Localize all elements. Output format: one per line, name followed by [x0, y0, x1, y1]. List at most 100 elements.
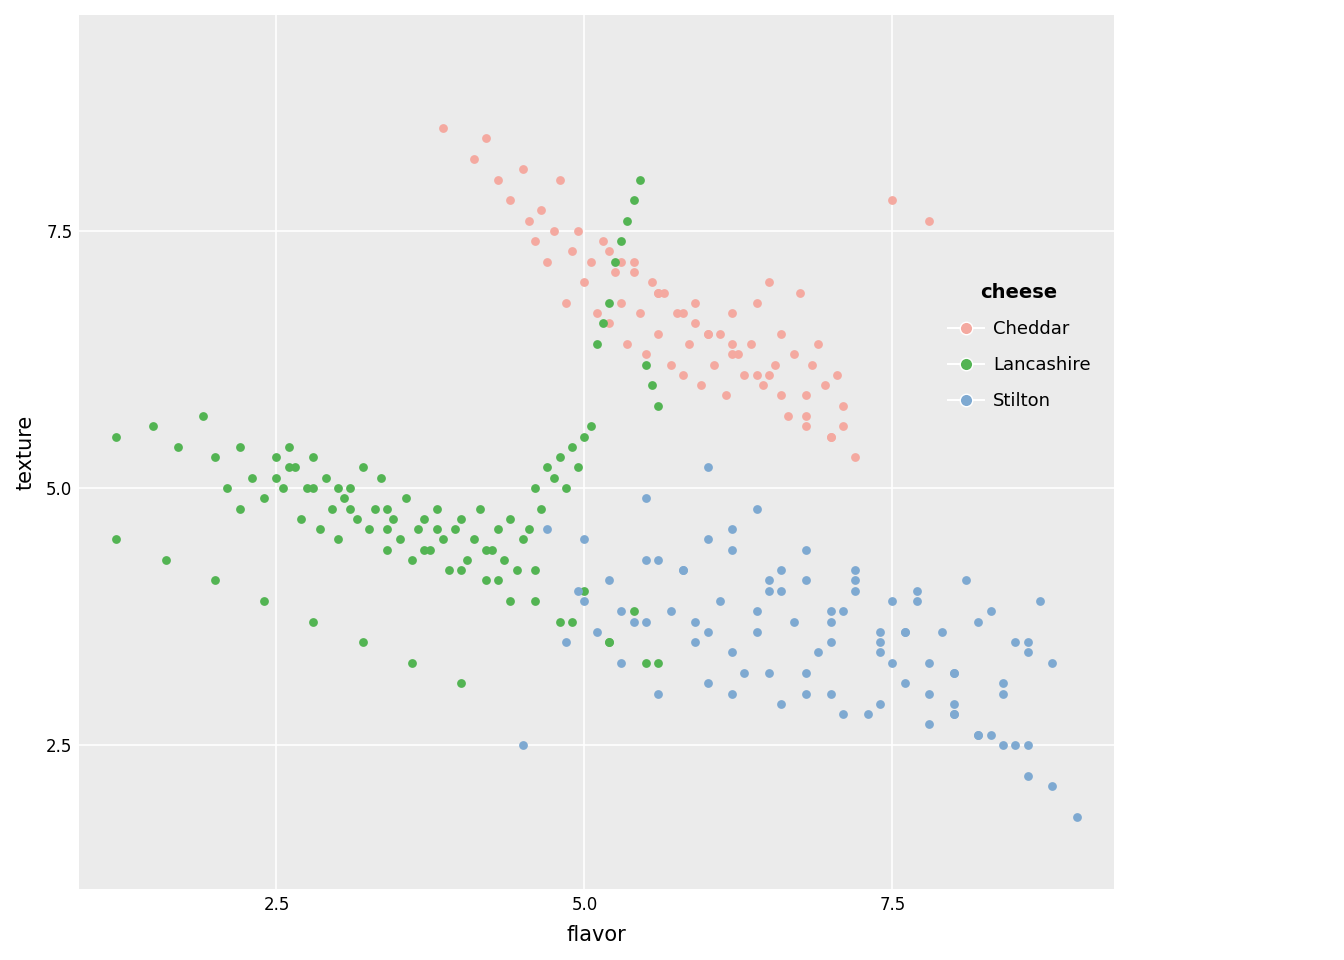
Lancashire: [414, 511, 435, 526]
Stilton: [857, 707, 879, 722]
Cheddar: [648, 285, 669, 300]
Lancashire: [605, 254, 626, 270]
Stilton: [610, 655, 632, 670]
Stilton: [796, 542, 817, 558]
Lancashire: [524, 563, 546, 578]
Cheddar: [722, 336, 743, 351]
Lancashire: [562, 614, 583, 630]
Stilton: [844, 563, 866, 578]
Cheddar: [610, 254, 632, 270]
Lancashire: [419, 542, 441, 558]
Cheddar: [684, 296, 706, 311]
Lancashire: [266, 470, 288, 486]
Stilton: [696, 676, 718, 691]
Lancashire: [321, 501, 343, 516]
Lancashire: [469, 501, 491, 516]
Stilton: [636, 552, 657, 567]
Cheddar: [734, 367, 755, 382]
Stilton: [968, 727, 989, 742]
Lancashire: [106, 532, 128, 547]
Cheddar: [548, 172, 570, 187]
Stilton: [931, 624, 953, 639]
Lancashire: [617, 213, 638, 228]
Stilton: [746, 624, 767, 639]
Lancashire: [271, 480, 293, 495]
Lancashire: [254, 593, 276, 609]
Cheddar: [813, 377, 835, 393]
Lancashire: [474, 573, 496, 588]
Stilton: [894, 624, 915, 639]
Lancashire: [462, 532, 484, 547]
Lancashire: [376, 542, 398, 558]
Stilton: [722, 645, 743, 660]
Lancashire: [302, 449, 324, 465]
Stilton: [882, 655, 903, 670]
Stilton: [943, 696, 965, 711]
Lancashire: [519, 521, 540, 537]
Stilton: [598, 573, 620, 588]
Stilton: [758, 665, 780, 681]
Lancashire: [548, 449, 570, 465]
Lancashire: [284, 460, 305, 475]
Stilton: [684, 635, 706, 650]
Lancashire: [340, 480, 362, 495]
Stilton: [672, 563, 694, 578]
Lancashire: [278, 439, 300, 454]
Stilton: [1017, 737, 1039, 753]
Stilton: [1042, 779, 1063, 794]
Cheddar: [765, 357, 786, 372]
Stilton: [943, 665, 965, 681]
Cheddar: [679, 336, 700, 351]
Lancashire: [228, 439, 250, 454]
Lancashire: [106, 429, 128, 444]
Stilton: [820, 604, 841, 619]
Lancashire: [402, 655, 423, 670]
Cheddar: [598, 316, 620, 331]
Stilton: [696, 460, 718, 475]
Stilton: [870, 624, 891, 639]
Stilton: [770, 563, 792, 578]
Stilton: [820, 685, 841, 701]
Cheddar: [488, 172, 509, 187]
Lancashire: [512, 532, 534, 547]
Cheddar: [598, 244, 620, 259]
Lancashire: [204, 449, 226, 465]
Stilton: [992, 685, 1013, 701]
Lancashire: [309, 521, 331, 537]
Lancashire: [445, 521, 466, 537]
Stilton: [820, 635, 841, 650]
Lancashire: [450, 563, 472, 578]
Lancashire: [474, 542, 496, 558]
Stilton: [894, 624, 915, 639]
Lancashire: [414, 542, 435, 558]
Lancashire: [574, 583, 595, 598]
Lancashire: [407, 521, 429, 537]
Cheddar: [691, 377, 712, 393]
Stilton: [894, 676, 915, 691]
Cheddar: [777, 408, 798, 423]
Cheddar: [660, 357, 681, 372]
Cheddar: [696, 326, 718, 342]
Stilton: [648, 685, 669, 701]
Stilton: [660, 604, 681, 619]
Stilton: [918, 685, 939, 701]
Cheddar: [715, 388, 737, 403]
Stilton: [722, 542, 743, 558]
Lancashire: [155, 552, 176, 567]
Cheddar: [593, 233, 614, 249]
Stilton: [832, 707, 853, 722]
Lancashire: [574, 429, 595, 444]
Cheddar: [617, 336, 638, 351]
Cheddar: [770, 388, 792, 403]
Cheddar: [753, 377, 774, 393]
Cheddar: [562, 244, 583, 259]
Stilton: [758, 583, 780, 598]
Cheddar: [882, 192, 903, 207]
Lancashire: [388, 532, 410, 547]
Cheddar: [722, 347, 743, 362]
Lancashire: [524, 480, 546, 495]
Lancashire: [228, 501, 250, 516]
Lancashire: [598, 635, 620, 650]
Lancashire: [297, 480, 319, 495]
Cheddar: [667, 305, 688, 321]
